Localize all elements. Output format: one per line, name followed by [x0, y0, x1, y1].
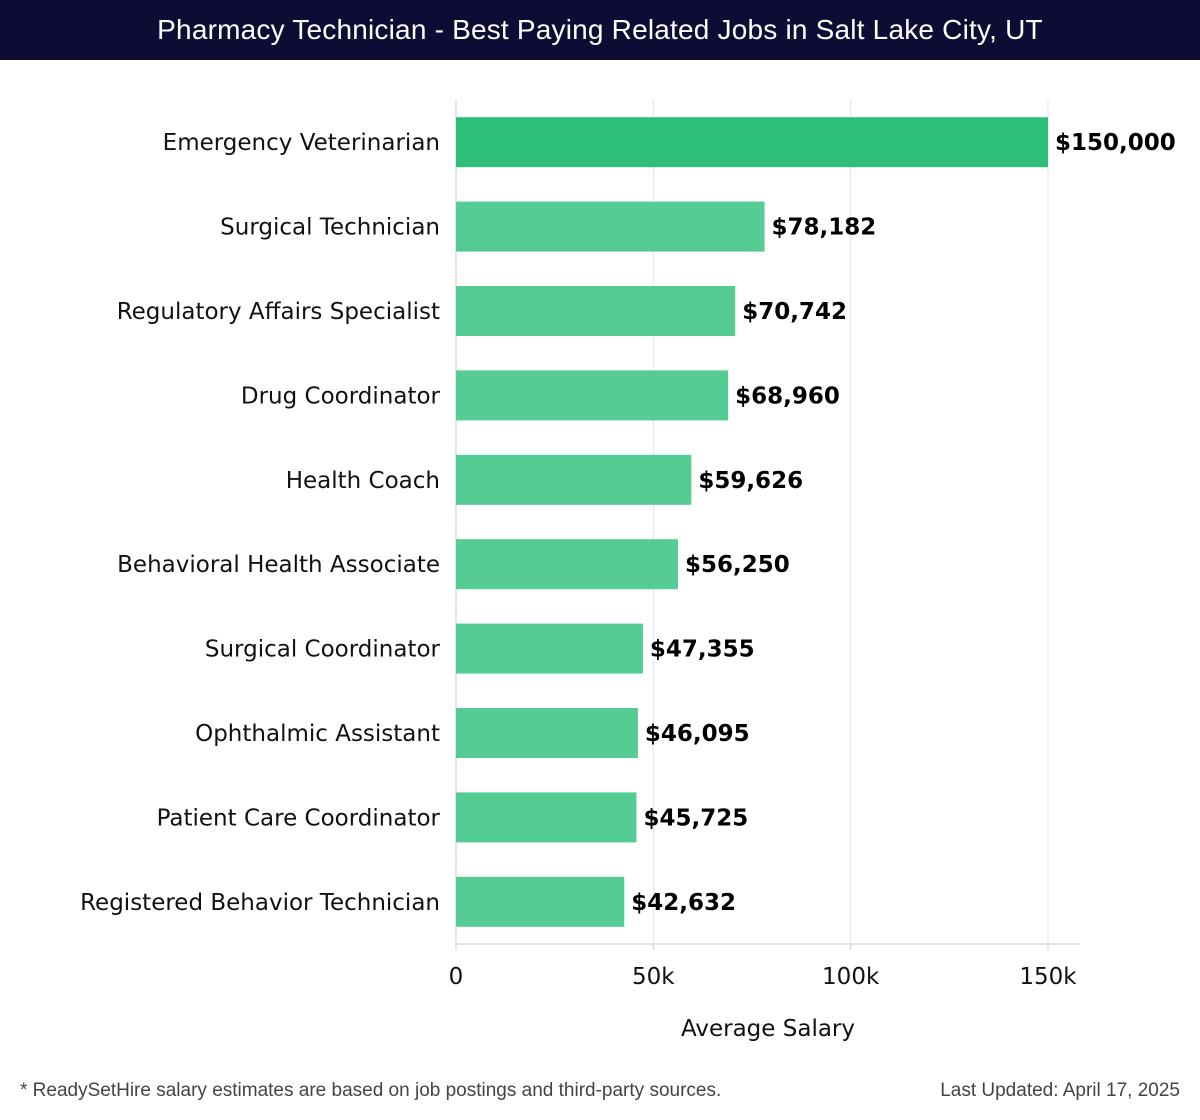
- value-label: $46,095: [645, 721, 750, 747]
- bar[interactable]: [456, 876, 625, 927]
- category-label: Surgical Coordinator: [205, 637, 441, 663]
- category-label: Ophthalmic Assistant: [195, 721, 440, 747]
- x-tick-label: 150k: [1019, 964, 1077, 990]
- value-label: $70,742: [742, 299, 847, 325]
- bar[interactable]: [456, 286, 736, 336]
- bar[interactable]: [456, 201, 765, 252]
- value-label: $47,355: [650, 637, 755, 663]
- bar[interactable]: [456, 117, 1048, 168]
- category-label: Behavioral Health Associate: [117, 552, 440, 578]
- category-label: Health Coach: [286, 468, 440, 494]
- value-label: $68,960: [735, 383, 840, 409]
- value-label: $78,182: [772, 215, 877, 241]
- category-label: Patient Care Coordinator: [157, 805, 441, 831]
- bar[interactable]: [456, 708, 638, 758]
- last-updated: Last Updated: April 17, 2025: [940, 1080, 1180, 1101]
- category-label: Surgical Technician: [220, 215, 440, 241]
- value-label: $59,626: [698, 468, 803, 494]
- x-tick-label: 100k: [822, 964, 880, 990]
- chart-title: Pharmacy Technician - Best Paying Relate…: [0, 0, 1200, 60]
- x-axis-title: Average Salary: [681, 1016, 855, 1042]
- value-label: $45,725: [643, 805, 748, 831]
- x-tick-label: 0: [449, 964, 464, 990]
- bar-chart: Emergency Veterinarian $150,000 Surgical T…: [80, 100, 1176, 1042]
- value-label: $56,250: [685, 552, 790, 578]
- bar[interactable]: [456, 792, 637, 843]
- category-label: Registered Behavior Technician: [80, 890, 440, 916]
- value-label: $150,000: [1055, 130, 1176, 156]
- category-label: Emergency Veterinarian: [163, 130, 440, 156]
- value-label: $42,632: [631, 890, 736, 916]
- bar[interactable]: [456, 623, 643, 674]
- footer-disclaimer: * ReadySetHire salary estimates are base…: [20, 1080, 722, 1101]
- x-tick-label: 50k: [632, 964, 675, 990]
- bar[interactable]: [456, 539, 678, 590]
- category-label: Regulatory Affairs Specialist: [117, 299, 440, 325]
- category-label: Drug Coordinator: [241, 383, 441, 409]
- bar[interactable]: [456, 454, 692, 505]
- bar[interactable]: [456, 370, 729, 421]
